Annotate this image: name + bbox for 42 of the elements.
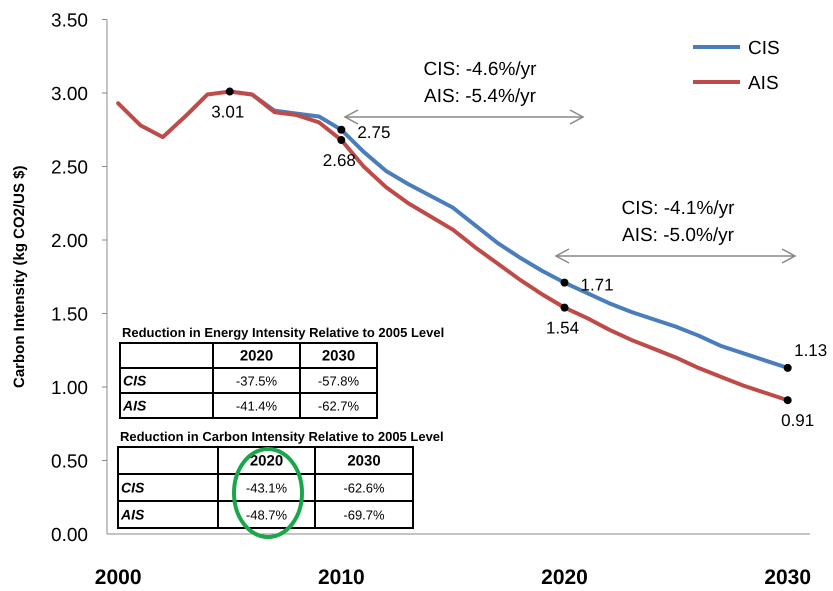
annotation: 2030 bbox=[347, 452, 381, 470]
annotation: CIS: -4.6%/yr AIS: -5.4%/yr bbox=[424, 59, 538, 107]
data-label: 1.13 bbox=[794, 340, 828, 360]
annotation: -69.7% bbox=[343, 508, 386, 522]
annotation: -43.1% bbox=[246, 480, 288, 496]
annotation: 2020 bbox=[240, 348, 274, 364]
data-label: 1.71 bbox=[580, 276, 614, 295]
annotation: CIS bbox=[121, 480, 145, 496]
data-label: 2.68 bbox=[322, 151, 356, 170]
y-tick-label: 0.00 bbox=[51, 525, 88, 546]
data-label: 3.01 bbox=[211, 102, 244, 122]
y-axis-title: Carbon Intensity (kg CO2/US $) bbox=[11, 165, 28, 388]
data-label: 2.75 bbox=[357, 122, 390, 142]
y-tick-label: 1.00 bbox=[51, 378, 88, 399]
x-tick-label: 2020 bbox=[541, 566, 588, 589]
x-tick-label: 2010 bbox=[318, 566, 365, 589]
y-tick-label: 1.50 bbox=[51, 304, 88, 326]
annotation: AIS bbox=[120, 506, 145, 522]
data-label: 1.54 bbox=[546, 318, 580, 338]
annotation: -48.7% bbox=[246, 508, 288, 522]
legend-label: CIS bbox=[748, 38, 780, 59]
annotation: 2020 bbox=[250, 452, 284, 470]
data-label: 0.91 bbox=[781, 411, 814, 430]
y-tick-label: 0.50 bbox=[51, 452, 88, 472]
y-tick-label: 3.50 bbox=[51, 10, 88, 32]
y-tick-label: 3.00 bbox=[51, 84, 88, 105]
y-tick-label: 2.50 bbox=[51, 158, 88, 178]
annotation: -57.8% bbox=[318, 374, 360, 388]
annotation: Reduction in Energy Intensity Relative to 2005 Level bbox=[122, 325, 444, 340]
annotation: 2030 bbox=[322, 348, 356, 364]
x-tick-label: 2000 bbox=[94, 566, 142, 589]
y-tick-label: 2.00 bbox=[51, 231, 88, 252]
annotation: AIS bbox=[122, 398, 147, 414]
annotation: -37.5% bbox=[236, 374, 278, 388]
annotation: Reduction in Carbon Intensity Relative to 2005 Level bbox=[120, 429, 444, 444]
annotation: -62.6% bbox=[343, 480, 386, 496]
x-tick-label: 2030 bbox=[764, 566, 812, 589]
annotation: -62.7% bbox=[318, 398, 360, 414]
annotation: -41.4% bbox=[236, 398, 278, 414]
annotation: CIS: -4.1%/yr AIS: -5.0%/yr bbox=[622, 198, 736, 246]
legend-label: AIS bbox=[748, 73, 779, 94]
annotation: CIS bbox=[123, 372, 147, 388]
